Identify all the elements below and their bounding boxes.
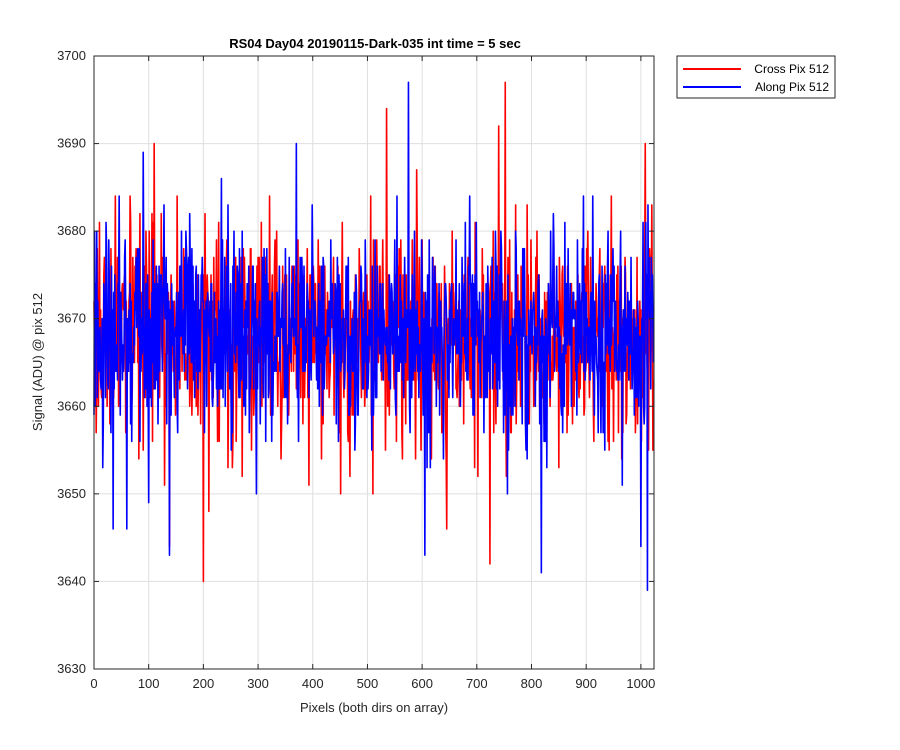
y-tick-label: 3670: [57, 311, 86, 326]
y-tick-label: 3650: [57, 486, 86, 501]
plot-frame: [93, 55, 655, 670]
x-axis-label: Pixels (both dirs on array): [300, 700, 448, 715]
x-axis-ticks: 0 100 200 300 400 500 600 700 800 900 1000: [90, 56, 655, 691]
y-tick-label: 3660: [57, 398, 86, 413]
x-tick-label: 1000: [626, 676, 655, 691]
y-tick-label: 3640: [57, 573, 86, 588]
chart-title: RS04 Day04 20190115-Dark-035 int time = …: [229, 36, 521, 51]
x-tick-label: 300: [247, 676, 269, 691]
x-tick-label: 900: [575, 676, 597, 691]
x-tick-label: 0: [90, 676, 97, 691]
y-tick-label: 3680: [57, 223, 86, 238]
x-tick-label: 800: [521, 676, 543, 691]
y-axis-ticks: 3630 3640 3650 3660 3670 3680 3690 3700: [57, 48, 654, 676]
x-tick-label: 100: [138, 676, 160, 691]
x-tick-label: 400: [302, 676, 324, 691]
legend[interactable]: Cross Pix 512 Along Pix 512: [676, 55, 836, 99]
y-tick-label: 3630: [57, 661, 86, 676]
y-tick-label: 3690: [57, 136, 86, 151]
legend-label-along: Along Pix 512: [755, 80, 829, 94]
legend-label-cross: Cross Pix 512: [754, 62, 829, 76]
series-layer: [93, 81, 655, 591]
x-tick-label: 700: [466, 676, 488, 691]
y-axis-label: Signal (ADU) @ pix 512: [30, 293, 45, 431]
legend-box: [676, 55, 836, 99]
x-tick-label: 500: [357, 676, 379, 691]
series-line-along: [93, 81, 655, 591]
x-tick-label: 600: [411, 676, 433, 691]
x-tick-label: 200: [193, 676, 215, 691]
y-tick-label: 3700: [57, 48, 86, 63]
